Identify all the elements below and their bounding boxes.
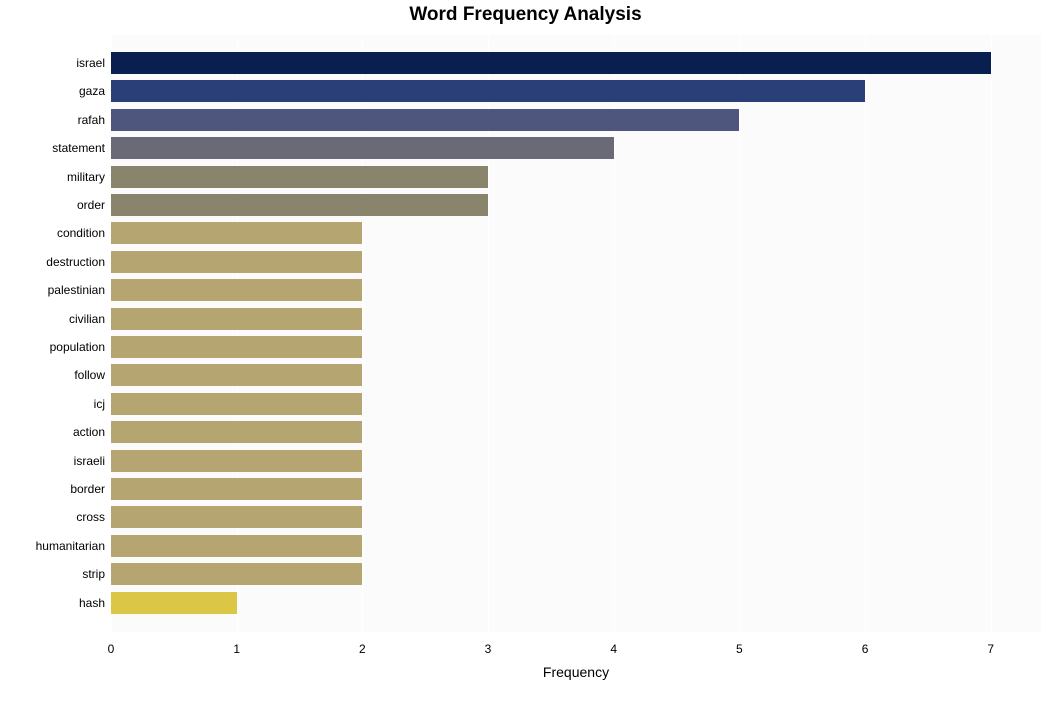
bar xyxy=(111,592,237,614)
x-tick-label: 3 xyxy=(485,642,492,656)
y-tick-label: condition xyxy=(0,227,105,239)
bar xyxy=(111,308,362,330)
grid-line xyxy=(991,35,992,632)
x-tick-label: 1 xyxy=(233,642,240,656)
y-tick-label: follow xyxy=(0,369,105,381)
y-tick-label: palestinian xyxy=(0,284,105,296)
bar xyxy=(111,563,362,585)
bar xyxy=(111,52,991,74)
bar xyxy=(111,336,362,358)
y-tick-label: israel xyxy=(0,57,105,69)
chart-container: Word Frequency Analysis israel gaza rafah s… xyxy=(0,0,1051,701)
y-tick-label: order xyxy=(0,199,105,211)
y-tick-label: civilian xyxy=(0,313,105,325)
y-tick-label: strip xyxy=(0,568,105,580)
bar xyxy=(111,393,362,415)
bar xyxy=(111,421,362,443)
y-tick-label: hash xyxy=(0,597,105,609)
y-tick-label: israeli xyxy=(0,455,105,467)
bar xyxy=(111,222,362,244)
bar xyxy=(111,506,362,528)
y-tick-label: military xyxy=(0,171,105,183)
bar xyxy=(111,166,488,188)
bar xyxy=(111,137,614,159)
x-tick-label: 0 xyxy=(108,642,115,656)
x-tick-label: 6 xyxy=(862,642,869,656)
y-tick-label: cross xyxy=(0,511,105,523)
x-tick-label: 2 xyxy=(359,642,366,656)
bar xyxy=(111,279,362,301)
chart-title: Word Frequency Analysis xyxy=(0,4,1051,26)
y-tick-label: action xyxy=(0,426,105,438)
y-tick-label: statement xyxy=(0,142,105,154)
grid-line xyxy=(865,35,866,632)
x-tick-label: 7 xyxy=(987,642,994,656)
grid-line xyxy=(739,35,740,632)
x-tick-label: 5 xyxy=(736,642,743,656)
plot-area xyxy=(111,35,1041,632)
bar xyxy=(111,450,362,472)
bar xyxy=(111,251,362,273)
bar xyxy=(111,364,362,386)
y-tick-label: destruction xyxy=(0,256,105,268)
bar xyxy=(111,80,865,102)
y-tick-label: gaza xyxy=(0,85,105,97)
y-tick-label: humanitarian xyxy=(0,540,105,552)
x-tick-label: 4 xyxy=(610,642,617,656)
bar xyxy=(111,535,362,557)
bar xyxy=(111,194,488,216)
y-tick-label: rafah xyxy=(0,114,105,126)
y-tick-label: icj xyxy=(0,398,105,410)
bar xyxy=(111,109,739,131)
bar xyxy=(111,478,362,500)
x-axis-label: Frequency xyxy=(111,664,1041,680)
y-tick-label: border xyxy=(0,483,105,495)
y-tick-label: population xyxy=(0,341,105,353)
